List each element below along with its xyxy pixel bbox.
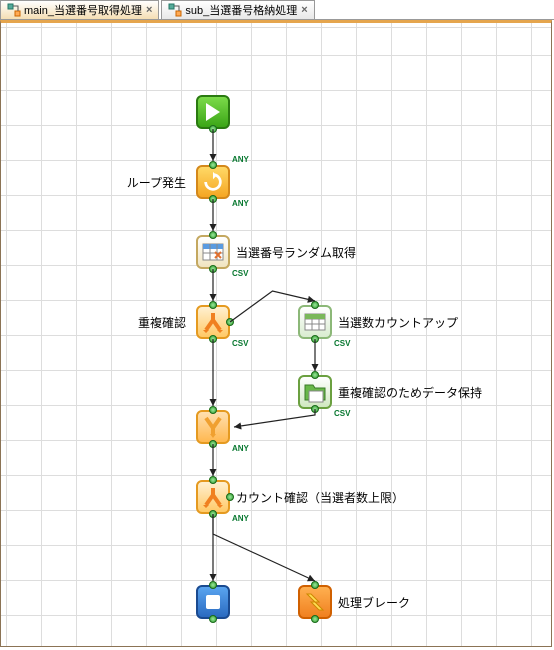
- node-label: 重複確認のためデータ保持: [338, 384, 482, 401]
- port-out: [311, 405, 319, 413]
- branch-icon: [201, 310, 225, 334]
- type-badge: ANY: [232, 514, 249, 523]
- port-in: [209, 406, 217, 414]
- branch-icon: [201, 485, 225, 509]
- tab-label: main_当選番号取得処理: [24, 2, 142, 18]
- tab-label: sub_当選番号格納処理: [185, 2, 297, 18]
- node-label: 当選数カウントアップ: [338, 314, 458, 331]
- edges: [1, 23, 553, 650]
- node-csv1[interactable]: [196, 235, 230, 269]
- node-label: ループ発生: [127, 174, 186, 191]
- merge-icon: [201, 415, 225, 439]
- port-in: [311, 301, 319, 309]
- port-in: [311, 581, 319, 589]
- port-out: [209, 510, 217, 518]
- node-label: カウント確認（当選者数上限）: [236, 489, 404, 506]
- port-right: [226, 318, 234, 326]
- close-icon[interactable]: ×: [146, 4, 152, 16]
- type-badge: ANY: [232, 199, 249, 208]
- node-keep[interactable]: [298, 375, 332, 409]
- node-label: 重複確認: [138, 314, 186, 331]
- tab-main[interactable]: main_当選番号取得処理 ×: [0, 0, 159, 19]
- break-icon: [303, 590, 327, 614]
- table-icon: [201, 240, 225, 264]
- port-in: [209, 476, 217, 484]
- port-in: [209, 231, 217, 239]
- node-start[interactable]: [196, 95, 230, 129]
- loop-icon: [202, 171, 224, 193]
- port-out: [311, 615, 319, 623]
- port-out: [209, 615, 217, 623]
- type-badge: CSV: [334, 409, 350, 418]
- tab-bar: main_当選番号取得処理 × sub_当選番号格納処理 ×: [0, 0, 554, 20]
- port-out: [209, 195, 217, 203]
- port-out: [209, 125, 217, 133]
- port-in: [311, 371, 319, 379]
- node-label: 処理ブレーク: [338, 594, 410, 611]
- node-check[interactable]: [196, 480, 230, 514]
- grid-icon: [303, 310, 327, 334]
- flow-icon: [7, 3, 21, 17]
- node-merge[interactable]: [196, 410, 230, 444]
- flow-icon: [168, 3, 182, 17]
- port-in: [209, 301, 217, 309]
- tab-sub[interactable]: sub_当選番号格納処理 ×: [161, 0, 314, 19]
- type-badge: ANY: [232, 155, 249, 164]
- node-end[interactable]: [196, 585, 230, 619]
- close-icon[interactable]: ×: [301, 4, 307, 16]
- port-out: [209, 440, 217, 448]
- node-loop[interactable]: [196, 165, 230, 199]
- port-out: [209, 265, 217, 273]
- type-badge: CSV: [232, 269, 248, 278]
- folder-icon: [303, 380, 327, 404]
- node-dup[interactable]: [196, 305, 230, 339]
- node-break[interactable]: [298, 585, 332, 619]
- port-in: [209, 581, 217, 589]
- port-in: [209, 161, 217, 169]
- flow-canvas[interactable]: ループ発生 ANY ANY 当選番号ランダム取得 CSV 重複確認 CSV 当選数カウントアッ…: [0, 20, 552, 647]
- type-badge: CSV: [232, 339, 248, 348]
- port-out: [209, 335, 217, 343]
- port-right: [226, 493, 234, 501]
- type-badge: CSV: [334, 339, 350, 348]
- node-label: 当選番号ランダム取得: [236, 244, 356, 261]
- port-out: [311, 335, 319, 343]
- type-badge: ANY: [232, 444, 249, 453]
- node-count[interactable]: [298, 305, 332, 339]
